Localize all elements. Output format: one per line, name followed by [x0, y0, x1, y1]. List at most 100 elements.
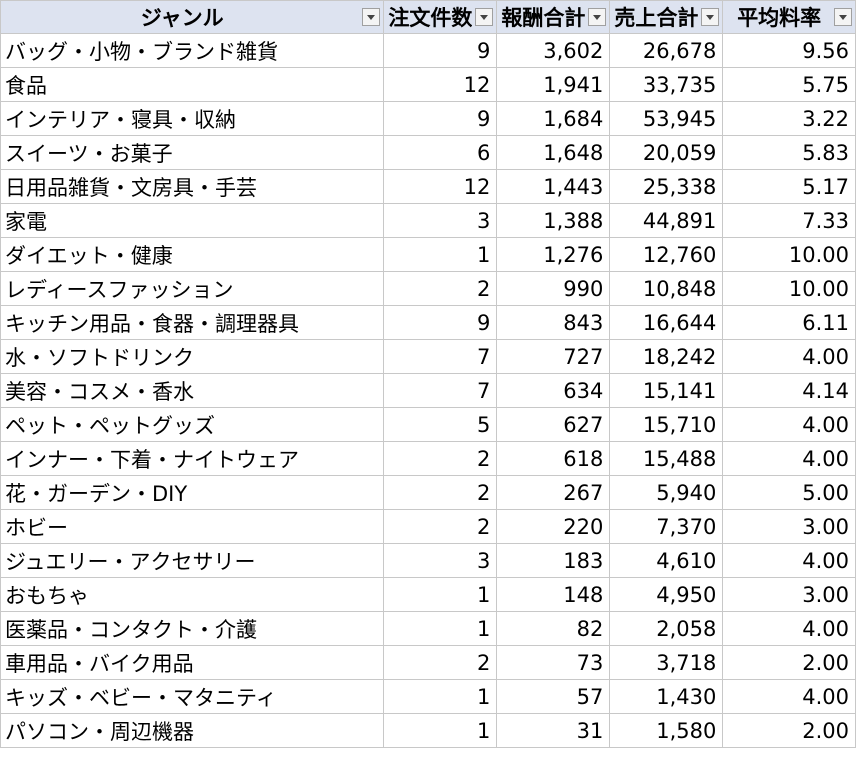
number-cell: 7,370 [609, 509, 724, 544]
number-cell: 1 [383, 577, 498, 612]
genre-cell: バッグ・小物・ブランド雑貨 [0, 33, 385, 68]
number-cell: 1 [383, 237, 498, 272]
genre-cell: 日用品雑貨・文房具・手芸 [0, 169, 385, 204]
number-cell: 1,684 [496, 101, 611, 136]
column-header: 報酬合計 [496, 0, 611, 34]
number-cell: 82 [496, 611, 611, 646]
number-cell: 6 [383, 135, 498, 170]
number-cell: 634 [496, 373, 611, 408]
number-cell: 5.17 [722, 169, 856, 204]
table-row: 美容・コスメ・香水 7 634 15,141 4.14 [0, 373, 856, 408]
number-cell: 4.00 [722, 407, 856, 442]
number-cell: 2 [383, 475, 498, 510]
number-cell: 267 [496, 475, 611, 510]
table-row: ペット・ペットグッズ 5 627 15,710 4.00 [0, 407, 856, 442]
column-header: 平均料率 [722, 0, 856, 34]
genre-cell: スイーツ・お菓子 [0, 135, 385, 170]
number-cell: 148 [496, 577, 611, 612]
number-cell: 26,678 [609, 33, 724, 68]
table-row: 水・ソフトドリンク 7 727 18,242 4.00 [0, 339, 856, 374]
filter-button[interactable] [701, 8, 720, 26]
number-cell: 10.00 [722, 271, 856, 306]
genre-cell: レディースファッション [0, 271, 385, 306]
number-cell: 7.33 [722, 203, 856, 238]
genre-cell: キッズ・ベビー・マタニティ [0, 679, 385, 714]
number-cell: 4,610 [609, 543, 724, 578]
number-cell: 31 [496, 713, 611, 748]
number-cell: 9 [383, 101, 498, 136]
header-label: 平均料率 [737, 6, 822, 30]
number-cell: 4.14 [722, 373, 856, 408]
table-row: 家電 3 1,388 44,891 7.33 [0, 203, 856, 238]
header-row: ジャンル 注文件数 報酬合計 売上合計 平均料率 [0, 0, 856, 34]
table-body: バッグ・小物・ブランド雑貨 9 3,602 26,678 9.56 食品 12 1,941 33… [0, 33, 856, 748]
genre-cell: パソコン・周辺機器 [0, 713, 385, 748]
number-cell: 20,059 [609, 135, 724, 170]
number-cell: 727 [496, 339, 611, 374]
number-cell: 1,648 [496, 135, 611, 170]
number-cell: 2 [383, 441, 498, 476]
number-cell: 1,580 [609, 713, 724, 748]
genre-cell: おもちゃ [0, 577, 385, 612]
number-cell: 9.56 [722, 33, 856, 68]
number-cell: 4.00 [722, 441, 856, 476]
number-cell: 12 [383, 169, 498, 204]
genre-cell: ペット・ペットグッズ [0, 407, 385, 442]
number-cell: 3,602 [496, 33, 611, 68]
number-cell: 9 [383, 33, 498, 68]
number-cell: 3.22 [722, 101, 856, 136]
table-row: 医薬品・コンタクト・介護 1 82 2,058 4.00 [0, 611, 856, 646]
data-table: ジャンル 注文件数 報酬合計 売上合計 平均料率 バッグ・小物・ブランド雑貨 9 3,602… [0, 0, 856, 748]
table-row: バッグ・小物・ブランド雑貨 9 3,602 26,678 9.56 [0, 33, 856, 68]
number-cell: 15,141 [609, 373, 724, 408]
number-cell: 33,735 [609, 67, 724, 102]
number-cell: 1,443 [496, 169, 611, 204]
table-row: キッズ・ベビー・マタニティ 1 57 1,430 4.00 [0, 679, 856, 714]
genre-cell: ジュエリー・アクセサリー [0, 543, 385, 578]
genre-cell: 家電 [0, 203, 385, 238]
column-header: ジャンル [0, 0, 385, 34]
number-cell: 5,940 [609, 475, 724, 510]
genre-cell: 医薬品・コンタクト・介護 [0, 611, 385, 646]
number-cell: 5.75 [722, 67, 856, 102]
number-cell: 2 [383, 645, 498, 680]
number-cell: 12,760 [609, 237, 724, 272]
number-cell: 73 [496, 645, 611, 680]
table-row: ジュエリー・アクセサリー 3 183 4,610 4.00 [0, 543, 856, 578]
filter-button[interactable] [362, 8, 381, 26]
number-cell: 3,718 [609, 645, 724, 680]
genre-cell: 花・ガーデン・DIY [0, 475, 385, 510]
table-row: インナー・下着・ナイトウェア 2 618 15,488 4.00 [0, 441, 856, 476]
number-cell: 6.11 [722, 305, 856, 340]
column-header: 注文件数 [383, 0, 498, 34]
number-cell: 15,488 [609, 441, 724, 476]
number-cell: 183 [496, 543, 611, 578]
header-label: ジャンル [140, 6, 224, 30]
number-cell: 2 [383, 271, 498, 306]
number-cell: 1,430 [609, 679, 724, 714]
number-cell: 1,276 [496, 237, 611, 272]
number-cell: 7 [383, 339, 498, 374]
table-row: インテリア・寝具・収納 9 1,684 53,945 3.22 [0, 101, 856, 136]
filter-button[interactable] [588, 8, 607, 26]
number-cell: 5.00 [722, 475, 856, 510]
number-cell: 2 [383, 509, 498, 544]
number-cell: 2.00 [722, 645, 856, 680]
number-cell: 10,848 [609, 271, 724, 306]
genre-cell: 美容・コスメ・香水 [0, 373, 385, 408]
genre-cell: インナー・下着・ナイトウェア [0, 441, 385, 476]
number-cell: 1 [383, 679, 498, 714]
number-cell: 5 [383, 407, 498, 442]
number-cell: 2.00 [722, 713, 856, 748]
genre-cell: キッチン用品・食器・調理器具 [0, 305, 385, 340]
filter-button[interactable] [475, 8, 494, 26]
genre-cell: 食品 [0, 67, 385, 102]
number-cell: 16,644 [609, 305, 724, 340]
number-cell: 3.00 [722, 509, 856, 544]
number-cell: 220 [496, 509, 611, 544]
number-cell: 4.00 [722, 611, 856, 646]
header-label: 報酬合計 [501, 6, 586, 30]
filter-button[interactable] [834, 8, 852, 26]
number-cell: 1,388 [496, 203, 611, 238]
table-row: 日用品雑貨・文房具・手芸 12 1,443 25,338 5.17 [0, 169, 856, 204]
